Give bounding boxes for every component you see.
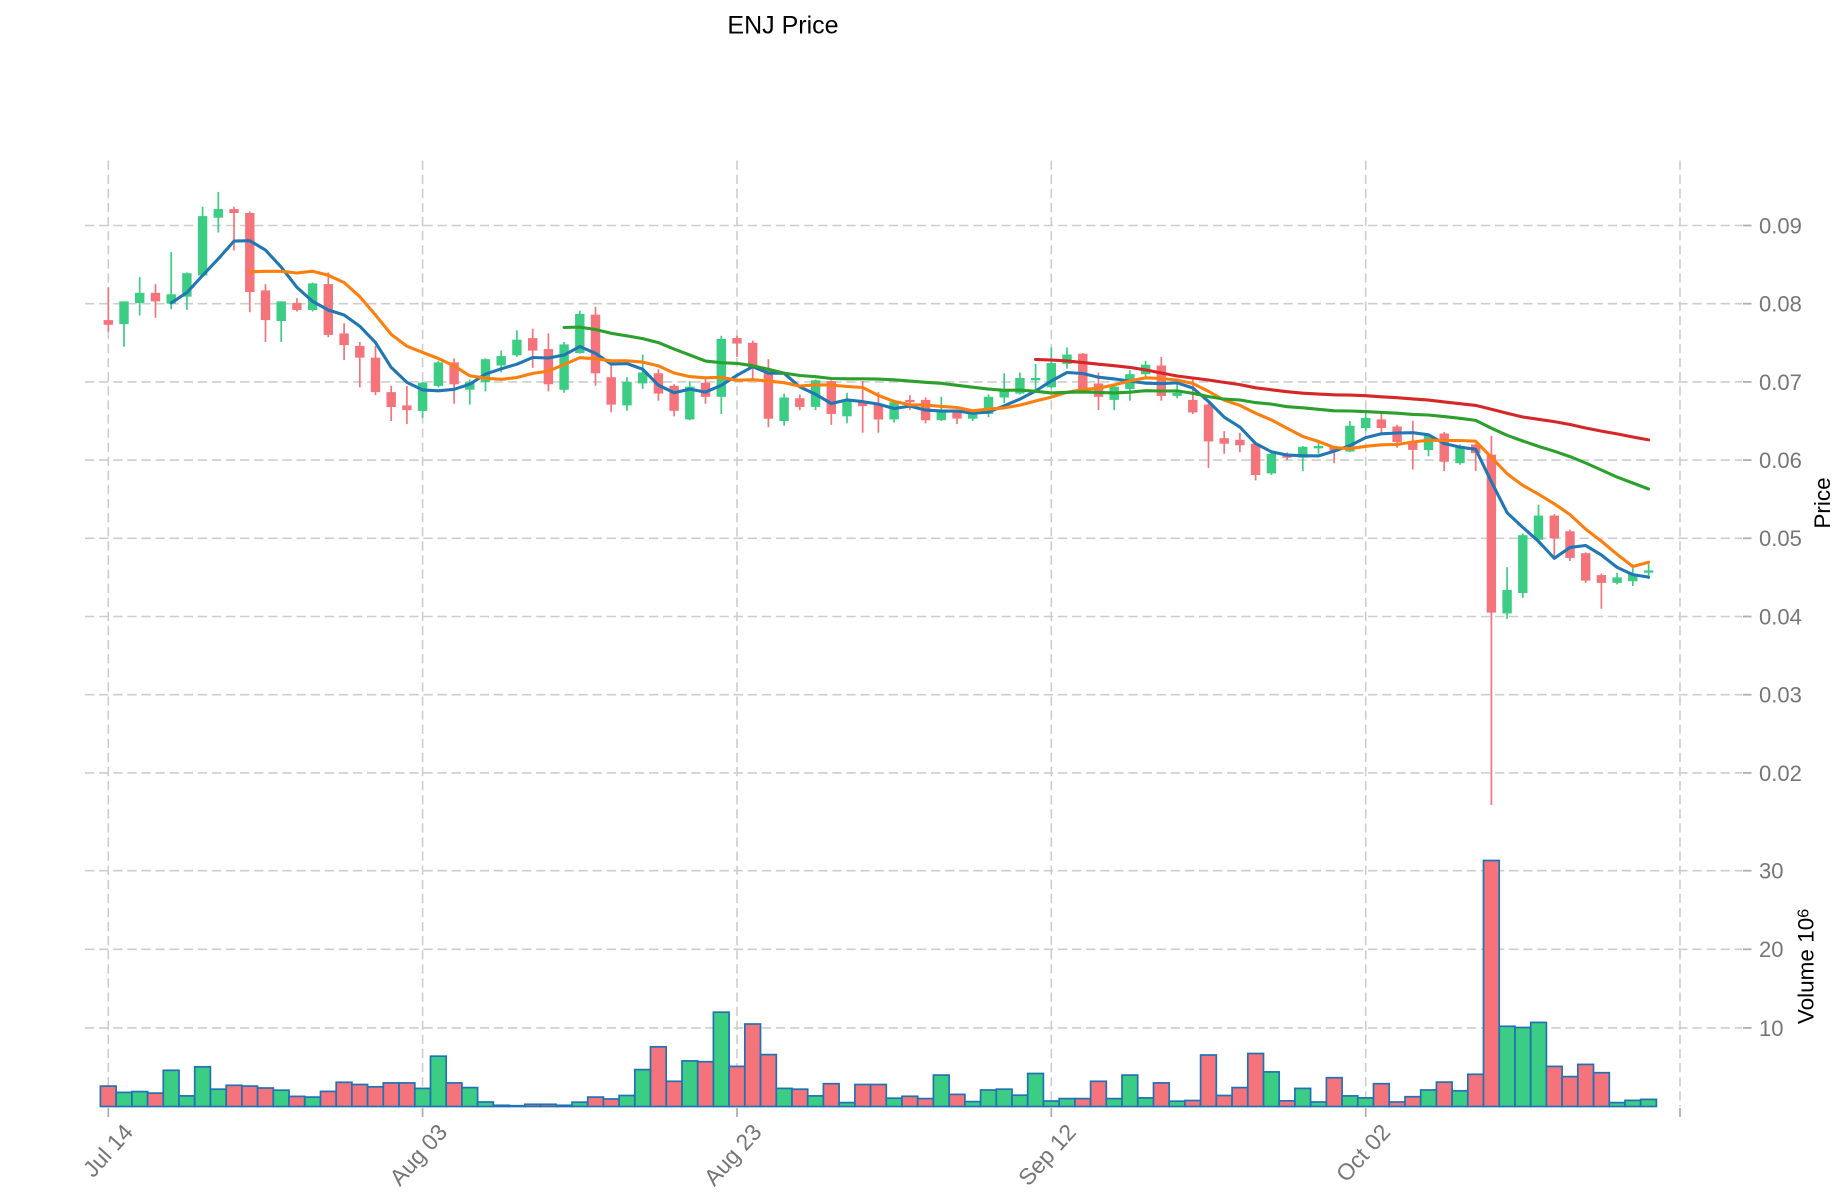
- svg-text:10: 10: [1759, 1016, 1783, 1041]
- svg-text:0.04: 0.04: [1759, 604, 1802, 629]
- svg-text:0.08: 0.08: [1759, 292, 1802, 317]
- svg-text:0.07: 0.07: [1759, 370, 1802, 395]
- svg-text:0.09: 0.09: [1759, 213, 1802, 238]
- svg-text:ENJ Price: ENJ Price: [727, 12, 838, 40]
- svg-text:20: 20: [1759, 937, 1783, 962]
- svg-text:0.03: 0.03: [1759, 683, 1802, 708]
- svg-text:0.02: 0.02: [1759, 761, 1802, 786]
- svg-text:0.05: 0.05: [1759, 526, 1802, 551]
- svg-text:Volume 106: Volume 106: [1794, 909, 1819, 1024]
- svg-text:30: 30: [1759, 859, 1783, 884]
- svg-text:0.06: 0.06: [1759, 448, 1802, 473]
- svg-text:Price: Price: [1810, 477, 1835, 528]
